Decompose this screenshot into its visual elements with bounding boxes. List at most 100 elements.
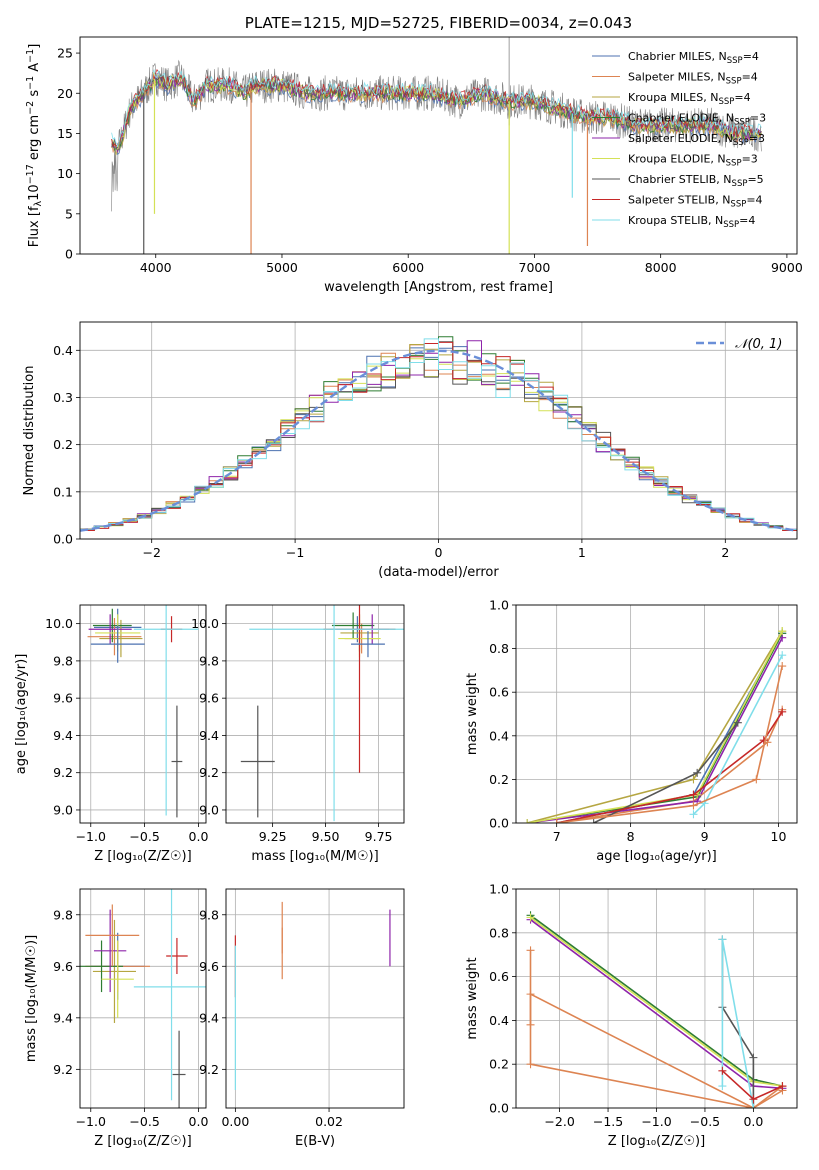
data-point [85, 904, 140, 967]
x-tick-label: −0.5 [129, 1114, 159, 1129]
data-point [166, 937, 188, 975]
legend-entry: Salpeter ELODIE, NSSP=3 [628, 132, 765, 148]
age-vs-mass-chart: 9.25 9.50 9.75 9.0 9.2 9.4 9.6 9.8 10.0 mass [log… [191, 604, 405, 864]
x-tick-label: −0.5 [129, 829, 159, 844]
axes-frame [79, 888, 207, 1109]
legend-entry: Kroupa MILES, NSSP=4 [628, 91, 751, 107]
y-tick-label: 0.2 [489, 772, 509, 787]
y-tick-label: 0.4 [489, 728, 509, 743]
y-tick-label: 9.8 [53, 653, 73, 668]
age-vs-Z-chart: −1.0 −0.5 0.0 9.0 9.2 9.4 9.6 9.8 10.0 Z [log₁₀(Z… [14, 604, 208, 864]
x-tick-label: 9.25 [259, 829, 287, 844]
mass-vs-ebv-chart: 0.00 0.02 9.2 9.4 9.6 9.8 E(B-V) [199, 888, 405, 1149]
series-marker [749, 1095, 758, 1104]
series-marker [778, 627, 787, 636]
data-point [240, 705, 275, 818]
series-8-line [556, 711, 783, 823]
data-point [90, 625, 145, 663]
x-tick-label: 0.0 [189, 1114, 209, 1129]
x-tick-label: 7000 [519, 260, 551, 275]
spectrum-plot-area [111, 37, 762, 254]
series-2-line [556, 709, 783, 823]
series-10-line [556, 665, 783, 823]
series-5-line [526, 637, 783, 823]
x-axis-label: Z [log₁₀(Z/Z☉)] [94, 1134, 191, 1149]
y-tick-label: 0.8 [489, 925, 509, 940]
y-tick-label: 0.8 [489, 641, 509, 656]
legend-entry: Salpeter MILES, NSSP=4 [628, 71, 758, 87]
x-axis-label: Z [log₁₀(Z/Z☉)] [94, 849, 191, 864]
legend-entry: Salpeter STELIB, NSSP=4 [628, 194, 763, 210]
legend-entry: Chabrier MILES, NSSP=4 [628, 50, 759, 66]
legend-entry: Chabrier STELIB, NSSP=5 [628, 173, 764, 189]
x-tick-label: −1.0 [76, 1114, 106, 1129]
series-marker [778, 1082, 787, 1091]
data-point [133, 605, 199, 816]
y-tick-label: 9.8 [199, 907, 219, 922]
axes-frame [79, 604, 207, 824]
series-marker [689, 801, 698, 810]
data-point [99, 619, 143, 658]
series-marker [749, 1053, 758, 1062]
age-vs-mass-plot-area [240, 605, 404, 822]
y-tick-label: 9.6 [199, 959, 219, 974]
series-marker [589, 819, 598, 823]
series-marker [778, 662, 787, 671]
y-tick-label: 9.4 [199, 728, 219, 743]
series-marker [752, 775, 761, 784]
massweight-vs-age-chart: 7 8 9 10 0.0 0.2 0.4 0.6 0.8 1.0 age [log₁₀(age/yr… [465, 598, 798, 864]
x-axis-label: wavelength [Angstrom, rest frame] [324, 280, 553, 295]
y-tick-label: 0.0 [489, 1101, 509, 1116]
data-point [92, 608, 132, 643]
y-tick-label: 15 [57, 126, 73, 141]
series-7-line [721, 939, 755, 1108]
x-tick-label: −1.0 [641, 1114, 671, 1129]
x-tick-label: 0.00 [221, 1114, 249, 1129]
y-tick-label: 9.6 [53, 959, 73, 974]
y-tick-label: 0.4 [489, 1013, 509, 1028]
x-tick-label: 9000 [771, 260, 803, 275]
x-tick-label: 9 [701, 829, 709, 844]
series-marker [689, 810, 698, 819]
x-axis-label: E(B-V) [295, 1134, 335, 1149]
series-marker [718, 1066, 727, 1075]
data-point [92, 919, 136, 1023]
x-tick-label: 4000 [140, 260, 172, 275]
y-tick-label: 9.0 [199, 802, 219, 817]
y-tick-label: 1.0 [489, 598, 509, 613]
series-marker [523, 819, 532, 823]
series-marker [693, 768, 702, 777]
y-tick-label: 9.8 [53, 907, 73, 922]
legend-entry: 𝒩(0, 1) [735, 337, 782, 352]
data-point [80, 940, 124, 993]
y-tick-label: 9.6 [53, 691, 73, 706]
y-axis-label: age [log₁₀(age/yr)] [14, 654, 29, 775]
x-tick-label: −2.0 [544, 1114, 574, 1129]
massweight-vs-Z-plot-area [526, 911, 787, 1108]
x-tick-label: 7 [553, 829, 561, 844]
y-tick-label: 5 [65, 206, 73, 221]
age-vs-Z-plot-area [87, 605, 199, 818]
series-marker [718, 935, 727, 944]
y-tick-label: 9.8 [199, 653, 219, 668]
mass-vs-Z-plot-area [80, 889, 206, 1108]
y-tick-label: 0.2 [53, 437, 73, 452]
y-tick-label: 25 [57, 46, 73, 61]
y-tick-label: 9.4 [53, 728, 73, 743]
massweight-vs-Z-chart: −2.0 −1.5 −1.0 −0.5 0.0 0.0 0.2 0.4 0.6 0.8 1.0 Z [… [465, 882, 798, 1149]
x-tick-label: 5000 [266, 260, 298, 275]
series-marker [778, 707, 787, 716]
data-point [351, 631, 385, 658]
residuals-chart: −2 −1 0 1 2 0.0 0.1 0.2 0.3 0.4 (data-model)/error… [22, 321, 798, 580]
series-marker [733, 718, 742, 727]
y-axis-label: Normed distribution [22, 366, 37, 496]
axes-frame [515, 604, 798, 824]
data-point [331, 612, 375, 639]
y-tick-label: 10.0 [45, 616, 73, 631]
y-tick-label: 1.0 [489, 882, 509, 897]
x-tick-label: −1.0 [76, 829, 106, 844]
data-point [133, 889, 206, 1101]
y-tick-label: 9.4 [199, 1010, 219, 1025]
